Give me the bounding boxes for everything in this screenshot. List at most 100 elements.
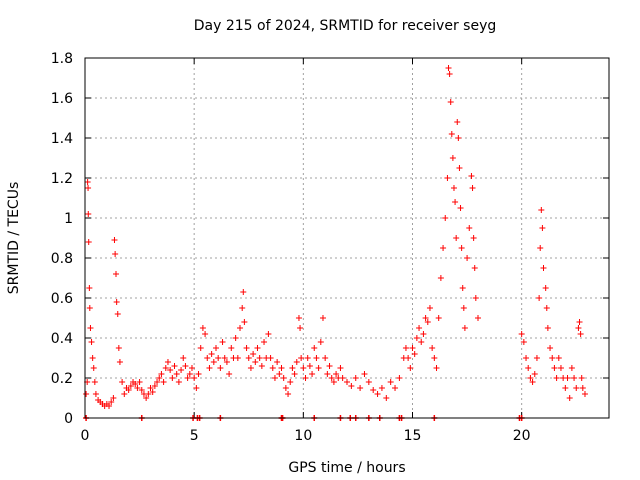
data-point: [523, 355, 530, 361]
data-point: [119, 379, 126, 385]
data-point: [289, 365, 296, 371]
data-point: [89, 355, 96, 361]
y-axis-label: SRMTID / TECUs: [6, 182, 22, 295]
data-point: [197, 345, 204, 351]
data-point: [518, 331, 525, 337]
x-tick-label: 20: [513, 428, 531, 444]
data-point: [317, 339, 324, 345]
data-point: [459, 285, 466, 291]
data-point: [110, 395, 117, 401]
data-point: [374, 391, 381, 397]
data-point: [108, 399, 115, 405]
y-tick-label: 0.8: [51, 251, 73, 267]
data-point: [566, 395, 573, 401]
data-point: [426, 305, 433, 311]
data-point: [113, 299, 120, 305]
data-point: [149, 389, 156, 395]
data-point: [581, 391, 588, 397]
data-point: [276, 371, 283, 377]
data-point: [361, 371, 368, 377]
data-point: [420, 331, 427, 337]
data-point: [328, 375, 335, 381]
data-point: [464, 255, 471, 261]
data-point: [527, 375, 534, 381]
data-point: [471, 265, 478, 271]
data-point: [392, 385, 399, 391]
data-point: [85, 211, 92, 217]
data-point: [544, 325, 551, 331]
data-point: [138, 387, 145, 393]
data-point: [446, 71, 453, 77]
data-point: [295, 315, 302, 321]
data-point: [204, 355, 211, 361]
data-point: [182, 363, 189, 369]
data-point: [199, 325, 206, 331]
data-point: [240, 289, 247, 295]
data-point: [579, 385, 586, 391]
data-point: [575, 325, 582, 331]
data-point: [232, 335, 239, 341]
data-point: [88, 339, 95, 345]
data-point: [562, 385, 569, 391]
data-point: [175, 379, 182, 385]
data-point: [306, 363, 313, 369]
data-point: [533, 355, 540, 361]
data-point: [169, 375, 176, 381]
data-point: [158, 371, 165, 377]
y-tick-label: 1.4: [51, 131, 73, 147]
data-point: [564, 375, 571, 381]
y-tick-label: 0: [64, 411, 73, 427]
data-point: [547, 345, 554, 351]
data-point: [537, 245, 544, 251]
data-point: [217, 365, 224, 371]
x-tick-label: 5: [190, 428, 199, 444]
data-point: [319, 315, 326, 321]
data-point: [449, 155, 456, 161]
data-point: [573, 385, 580, 391]
data-point: [309, 371, 316, 377]
data-point: [297, 325, 304, 331]
y-tick-label: 1.2: [51, 171, 73, 187]
data-point: [147, 385, 154, 391]
data-point: [326, 363, 333, 369]
data-point: [84, 179, 91, 185]
data-point: [455, 135, 462, 141]
data-point: [127, 383, 134, 389]
data-point: [433, 365, 440, 371]
data-point: [540, 265, 547, 271]
data-point: [396, 375, 403, 381]
data-point: [525, 365, 532, 371]
data-point: [106, 403, 113, 409]
data-point: [134, 385, 141, 391]
data-point: [156, 375, 163, 381]
chart-title: Day 215 of 2024, SRMTID for receiver sey…: [194, 18, 497, 34]
data-point: [291, 371, 298, 377]
data-point: [348, 383, 355, 389]
data-point: [543, 305, 550, 311]
data-point: [416, 325, 423, 331]
data-point: [405, 355, 412, 361]
data-point: [87, 325, 94, 331]
data-point: [178, 367, 185, 373]
data-point: [206, 365, 213, 371]
data-point: [330, 379, 337, 385]
data-point: [429, 345, 436, 351]
data-point: [293, 359, 300, 365]
data-point: [180, 355, 187, 361]
data-point: [113, 271, 120, 277]
data-point: [274, 359, 281, 365]
data-point: [121, 391, 128, 397]
data-point: [247, 365, 254, 371]
data-point: [357, 385, 364, 391]
data-point: [472, 295, 479, 301]
data-point: [447, 99, 454, 105]
y-tick-label: 1.6: [51, 91, 73, 107]
data-point: [202, 331, 209, 337]
data-point: [226, 371, 233, 377]
y-tick-label: 0.4: [51, 331, 73, 347]
data-point: [300, 365, 307, 371]
data-point: [267, 355, 274, 361]
data-point: [265, 331, 272, 337]
data-point: [551, 365, 558, 371]
data-point: [184, 375, 191, 381]
